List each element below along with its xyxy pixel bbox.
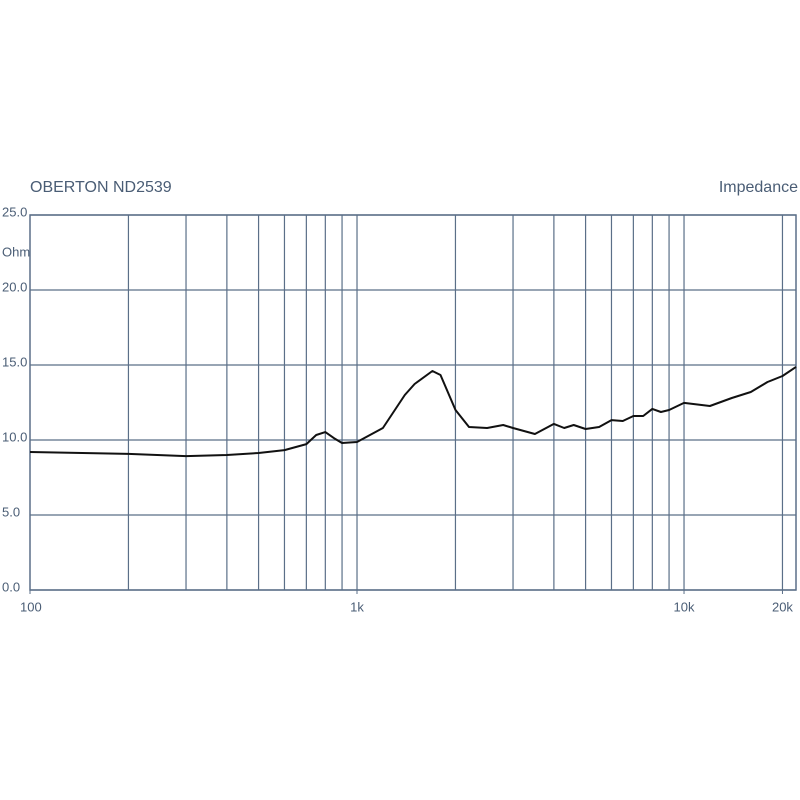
y-tick-label: 20.0: [2, 279, 27, 294]
y-tick-label: 5.0: [2, 504, 20, 519]
impedance-line: [29, 366, 797, 458]
plot-frame: [29, 214, 797, 591]
chart-subtitle: Impedance: [719, 179, 798, 196]
chart-title: OBERTON ND2539: [30, 179, 172, 196]
y-tick-label: 15.0: [2, 354, 27, 369]
y-tick-label: 0.0: [2, 579, 20, 594]
y-tick-label: 25.0: [2, 204, 27, 219]
x-tick-label: 20k: [772, 599, 793, 614]
x-tick-label: 10k: [674, 599, 695, 614]
x-tick-label: 1k: [350, 599, 364, 614]
y-tick-label: 10.0: [2, 429, 27, 444]
x-tick-label: 100: [20, 599, 42, 614]
y-unit: Ohm: [2, 244, 30, 259]
